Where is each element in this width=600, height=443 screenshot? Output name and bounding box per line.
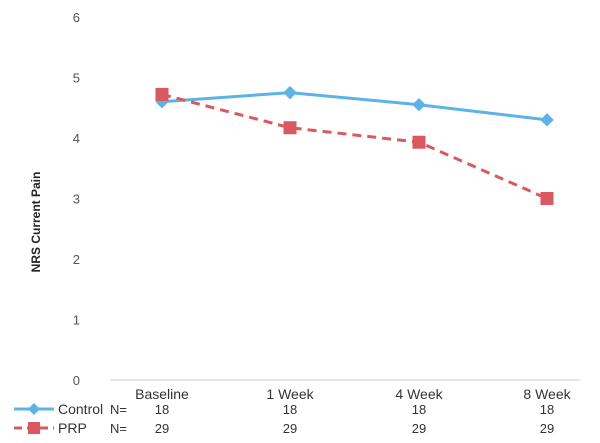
data-point-prp [412, 135, 426, 149]
series-line-control [161, 91, 548, 122]
y-tick-label: 6 [73, 10, 80, 25]
legend-row-prp: PRP N= 29 29 29 29 [14, 420, 554, 436]
legend: Control N= 18 18 18 18 PRP N= 29 29 29 29 [14, 401, 554, 436]
legend-marker-prp [28, 422, 40, 434]
y-tick-label: 2 [73, 252, 80, 267]
y-tick-label: 0 [73, 373, 80, 388]
n-value-prp: 29 [412, 421, 426, 436]
n-value-prp: 29 [540, 421, 554, 436]
y-tick-label: 3 [73, 192, 80, 207]
data-point-prp [155, 87, 169, 101]
y-tick-label: 4 [73, 131, 80, 146]
x-tick-label: 1 Week [266, 386, 314, 402]
x-tick-label: Baseline [135, 386, 189, 402]
n-value-prp: 29 [283, 421, 297, 436]
series-lines [161, 91, 548, 200]
x-tick-labels: Baseline 1 Week 4 Week 8 Week [135, 386, 571, 402]
data-point-control [540, 113, 554, 127]
series-line-prp [161, 92, 548, 200]
y-tick-labels: 0 1 2 3 4 5 6 [73, 10, 80, 388]
data-point-prp [283, 121, 297, 135]
y-tick-label: 5 [73, 71, 80, 86]
n-value-control: 18 [155, 402, 169, 417]
n-value-control: 18 [540, 402, 554, 417]
y-tick-label: 1 [73, 313, 80, 328]
data-point-prp [540, 192, 554, 205]
n-value-prp: 29 [155, 421, 169, 436]
n-value-control: 18 [412, 402, 426, 417]
x-tick-label: 4 Week [395, 386, 443, 402]
n-label-prp: N= [110, 421, 127, 436]
legend-row-control: Control N= 18 18 18 18 [14, 401, 554, 417]
x-tick-label: 8 Week [523, 386, 571, 402]
legend-label-prp: PRP [58, 420, 87, 436]
data-point-control [412, 98, 426, 112]
legend-label-control: Control [58, 401, 103, 417]
y-axis-label: NRS Current Pain [29, 172, 43, 273]
series-markers [155, 85, 554, 205]
n-label-control: N= [110, 402, 127, 417]
legend-marker-control [28, 403, 40, 415]
n-value-control: 18 [283, 402, 297, 417]
data-point-control [283, 85, 297, 100]
